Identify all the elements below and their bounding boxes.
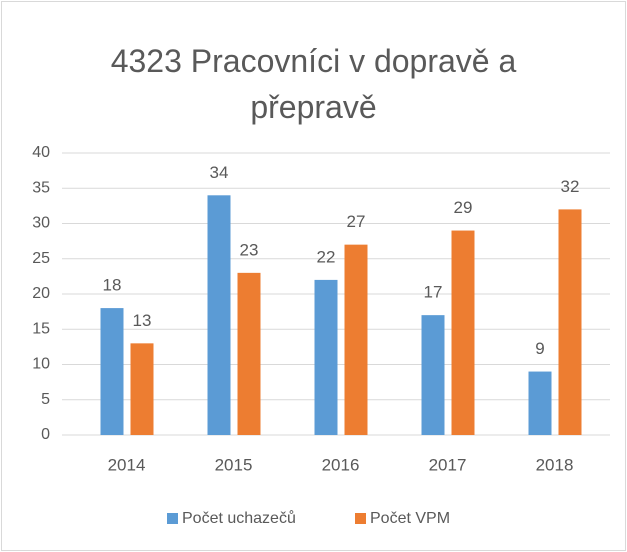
y-tick-label: 35 [32, 179, 50, 196]
bar [100, 308, 124, 435]
data-label: 27 [347, 212, 366, 231]
x-tick-label: 2015 [215, 455, 253, 474]
bar [207, 195, 231, 435]
chart-title: 4323 Pracovníci v dopravě a přepravě [110, 43, 517, 125]
bar [314, 279, 338, 435]
bar [344, 244, 368, 435]
bar [528, 371, 552, 435]
bar [451, 230, 475, 435]
data-label: 23 [240, 240, 259, 259]
x-tick-label: 2014 [108, 455, 146, 474]
data-label: 13 [133, 311, 152, 330]
data-label: 32 [561, 177, 580, 196]
y-tick-label: 20 [32, 285, 50, 302]
bar [558, 209, 582, 435]
data-label: 18 [103, 276, 122, 295]
x-tick-label: 2016 [322, 455, 360, 474]
legend-swatch [167, 513, 178, 524]
legend-swatch [355, 513, 366, 524]
bar [237, 272, 261, 435]
data-label: 29 [454, 198, 473, 217]
y-tick-label: 25 [32, 250, 50, 267]
data-label: 34 [210, 163, 229, 182]
y-tick-label: 0 [41, 426, 50, 443]
data-label: 9 [535, 339, 544, 358]
legend-label: Počet uchazečů [182, 509, 296, 527]
data-label: 17 [424, 283, 443, 302]
y-tick-label: 15 [32, 320, 50, 337]
y-tick-label: 5 [41, 391, 50, 408]
y-tick-label: 10 [32, 356, 50, 373]
legend-label: Počet VPM [370, 510, 450, 527]
x-tick-label: 2017 [429, 455, 467, 474]
y-tick-label: 40 [32, 144, 50, 161]
data-label: 22 [317, 247, 336, 266]
bar [421, 315, 445, 435]
y-tick-label: 30 [32, 215, 50, 232]
bar [130, 343, 154, 435]
x-tick-label: 2018 [536, 455, 574, 474]
